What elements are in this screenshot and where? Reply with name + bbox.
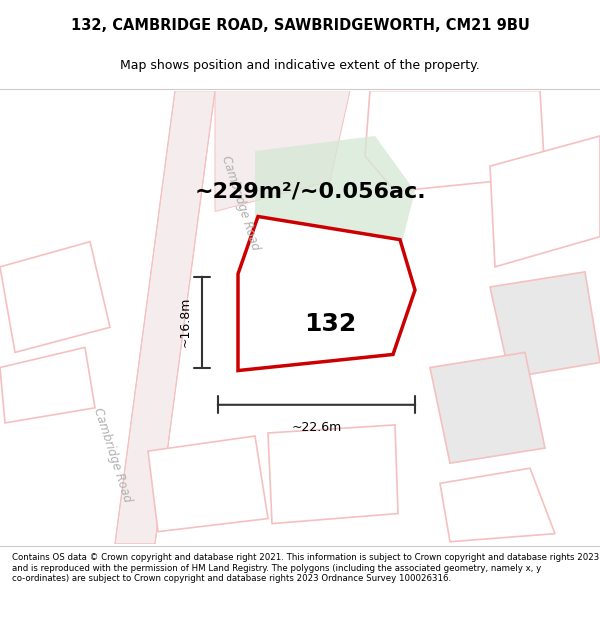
Text: Map shows position and indicative extent of the property.: Map shows position and indicative extent… — [120, 59, 480, 72]
Text: Cambridge Road: Cambridge Road — [218, 154, 262, 252]
Polygon shape — [365, 91, 545, 191]
Polygon shape — [175, 91, 350, 211]
Polygon shape — [268, 284, 362, 351]
Polygon shape — [0, 242, 110, 352]
Polygon shape — [148, 436, 268, 532]
Polygon shape — [115, 91, 215, 544]
Polygon shape — [430, 352, 545, 463]
Text: Contains OS data © Crown copyright and database right 2021. This information is : Contains OS data © Crown copyright and d… — [12, 554, 599, 583]
Text: Cambridge Road: Cambridge Road — [91, 406, 133, 504]
Text: ~16.8m: ~16.8m — [179, 297, 192, 348]
Polygon shape — [440, 468, 555, 542]
Polygon shape — [268, 425, 398, 524]
Polygon shape — [238, 216, 415, 371]
Text: ~22.6m: ~22.6m — [292, 421, 341, 434]
Polygon shape — [255, 136, 415, 287]
Polygon shape — [0, 348, 95, 423]
Text: 132, CAMBRIDGE ROAD, SAWBRIDGEWORTH, CM21 9BU: 132, CAMBRIDGE ROAD, SAWBRIDGEWORTH, CM2… — [71, 18, 529, 33]
Polygon shape — [490, 272, 600, 378]
Polygon shape — [490, 136, 600, 267]
Text: 132: 132 — [304, 312, 356, 336]
Text: ~229m²/~0.056ac.: ~229m²/~0.056ac. — [194, 181, 426, 201]
